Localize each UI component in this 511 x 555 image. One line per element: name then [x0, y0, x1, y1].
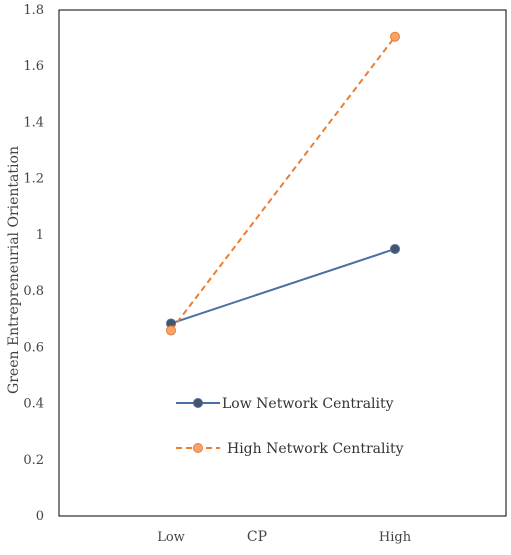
- data-point: [390, 31, 400, 42]
- y-tick-label: 0.2: [23, 453, 44, 468]
- legend-label: Low Network Centrality: [222, 396, 394, 412]
- x-axis-title: CP: [247, 529, 267, 545]
- series-layer: [166, 31, 400, 336]
- y-tick-label: 0.6: [23, 340, 44, 355]
- y-tick-label: 0.8: [23, 284, 44, 299]
- y-tick-labels: 0 0.2 0.4 0.6 0.8 1 1.2 1.4 1.6 1.8: [23, 3, 44, 524]
- x-tick-label: High: [379, 530, 412, 545]
- y-tick-label: 0.4: [23, 397, 44, 412]
- y-tick-label: 1.4: [23, 115, 44, 130]
- data-point: [390, 243, 400, 254]
- legend-label: High Network Centrality: [227, 441, 404, 457]
- legend: Low Network Centrality High Network Centr…: [176, 396, 404, 457]
- data-point: [166, 325, 176, 336]
- legend-swatch-marker: [193, 443, 203, 453]
- y-tick-label: 1.2: [23, 172, 44, 187]
- y-tick-label: 1.8: [23, 3, 44, 18]
- x-tick-label: Low: [157, 530, 185, 545]
- y-axis-title: Green Entrepreneurial Orientation: [6, 146, 22, 394]
- series-line: [170, 36, 396, 332]
- legend-swatch-marker: [193, 398, 203, 408]
- y-tick-label: 0: [36, 509, 44, 524]
- series-line: [170, 247, 396, 325]
- x-tick-labels: Low High: [157, 530, 412, 545]
- y-tick-label: 1: [36, 228, 44, 243]
- y-tick-label: 1.6: [23, 59, 44, 74]
- plot-frame: [58, 9, 507, 517]
